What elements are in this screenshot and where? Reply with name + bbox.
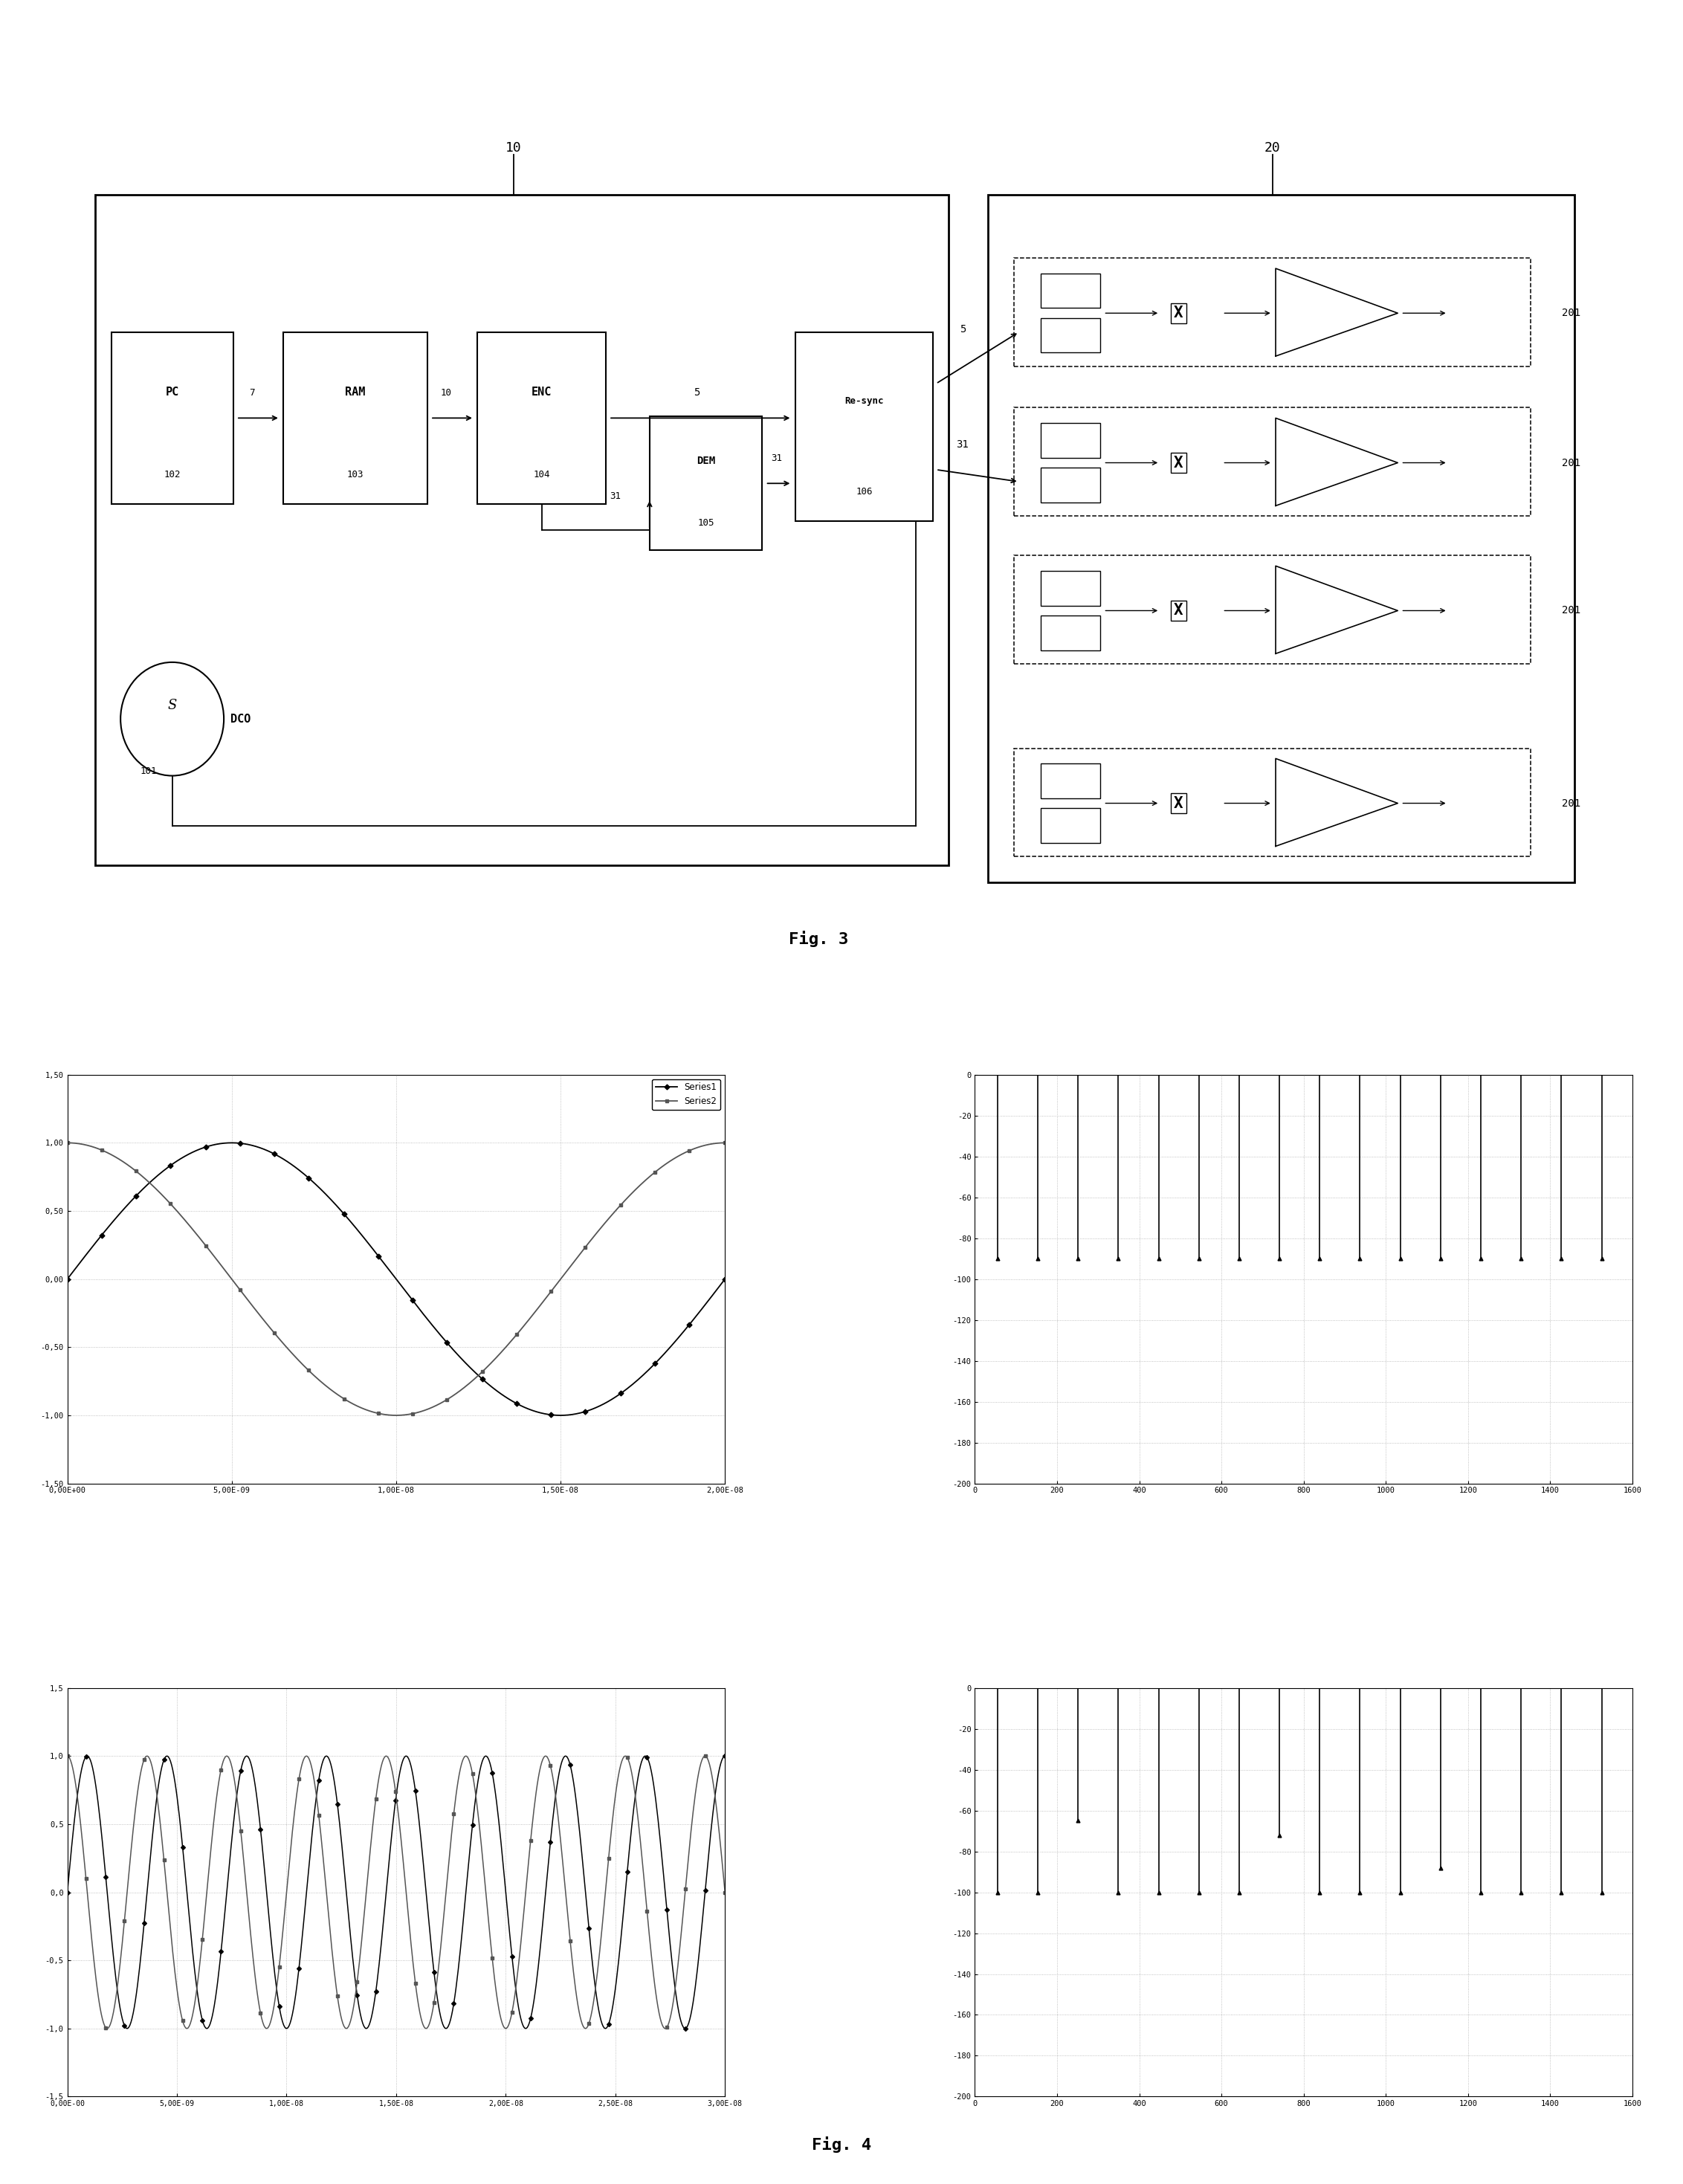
Text: 20: 20 bbox=[1264, 142, 1281, 155]
Text: 105: 105 bbox=[697, 518, 714, 529]
Text: 5: 5 bbox=[693, 387, 700, 397]
Bar bbox=[988, 194, 1575, 882]
Bar bbox=[1015, 555, 1532, 664]
Series2 bbox=[57, 1129, 77, 1155]
Bar bbox=[1040, 424, 1101, 459]
Text: 10: 10 bbox=[505, 142, 522, 155]
Text: 201: 201 bbox=[1562, 308, 1580, 319]
Series2 bbox=[414, 1398, 434, 1424]
Series2 bbox=[385, 1402, 406, 1428]
Bar bbox=[1040, 273, 1101, 308]
Series1 bbox=[414, 1302, 434, 1328]
Series1 bbox=[375, 1251, 396, 1278]
Bar bbox=[1040, 616, 1101, 651]
Text: Fig. 3: Fig. 3 bbox=[789, 930, 848, 948]
Line: Series1: Series1 bbox=[66, 1140, 727, 1417]
Series2 bbox=[597, 1208, 618, 1234]
Bar bbox=[478, 332, 606, 505]
Text: X: X bbox=[1175, 306, 1183, 321]
Bar bbox=[794, 332, 932, 522]
Series1 bbox=[599, 1387, 619, 1413]
Series1 bbox=[449, 1343, 470, 1369]
Text: 201: 201 bbox=[1562, 605, 1580, 616]
Series1 bbox=[370, 1247, 390, 1273]
Legend: Series1, Series2: Series1, Series2 bbox=[651, 1079, 720, 1109]
Bar bbox=[1003, 736, 1538, 860]
Circle shape bbox=[121, 662, 224, 775]
Bar bbox=[1015, 258, 1532, 367]
Bar bbox=[96, 194, 949, 865]
Bar bbox=[1015, 408, 1532, 515]
Text: RAM: RAM bbox=[345, 387, 365, 397]
Text: 31: 31 bbox=[609, 491, 621, 500]
Series2 bbox=[374, 1402, 394, 1428]
Bar bbox=[1003, 544, 1538, 668]
Bar bbox=[1040, 319, 1101, 352]
Bar bbox=[283, 332, 427, 505]
Series1 bbox=[715, 1267, 735, 1293]
Text: 101: 101 bbox=[140, 767, 157, 775]
Text: Fig. 4: Fig. 4 bbox=[811, 2136, 872, 2153]
Text: 5: 5 bbox=[959, 323, 966, 334]
Line: Series2: Series2 bbox=[66, 1140, 727, 1417]
Text: X: X bbox=[1175, 454, 1183, 470]
Text: 7: 7 bbox=[249, 389, 254, 397]
Series2 bbox=[700, 1131, 720, 1158]
Series2 bbox=[715, 1129, 735, 1155]
Series1 bbox=[222, 1129, 242, 1155]
Text: 10: 10 bbox=[441, 389, 451, 397]
Bar bbox=[1015, 749, 1532, 856]
Text: ENC: ENC bbox=[532, 387, 552, 397]
Text: 106: 106 bbox=[855, 487, 872, 496]
Bar bbox=[650, 417, 762, 550]
Text: 103: 103 bbox=[347, 470, 364, 480]
Text: 201: 201 bbox=[1562, 797, 1580, 808]
Series1 bbox=[550, 1402, 571, 1428]
Text: 102: 102 bbox=[163, 470, 180, 480]
Text: 31: 31 bbox=[771, 454, 783, 463]
Polygon shape bbox=[1276, 417, 1397, 507]
Text: 31: 31 bbox=[956, 439, 969, 450]
Polygon shape bbox=[1276, 269, 1397, 356]
Text: DCO: DCO bbox=[231, 714, 251, 725]
Series1 bbox=[702, 1282, 722, 1308]
Text: 201: 201 bbox=[1562, 459, 1580, 467]
Text: S: S bbox=[168, 699, 177, 712]
Bar bbox=[1040, 570, 1101, 605]
Text: X: X bbox=[1175, 603, 1183, 618]
Bar bbox=[1003, 207, 1538, 520]
Series2 bbox=[370, 1400, 390, 1426]
Text: DEM: DEM bbox=[697, 456, 715, 465]
Bar bbox=[1040, 467, 1101, 502]
Polygon shape bbox=[1276, 566, 1397, 653]
Bar bbox=[1040, 808, 1101, 843]
Bar bbox=[111, 332, 234, 505]
Text: X: X bbox=[1175, 795, 1183, 810]
Text: Re-sync: Re-sync bbox=[845, 395, 884, 406]
Text: PC: PC bbox=[165, 387, 178, 397]
Series1 bbox=[57, 1267, 77, 1293]
Bar bbox=[1040, 764, 1101, 797]
Polygon shape bbox=[1276, 758, 1397, 845]
Series2 bbox=[449, 1378, 470, 1404]
Text: 104: 104 bbox=[534, 470, 550, 480]
